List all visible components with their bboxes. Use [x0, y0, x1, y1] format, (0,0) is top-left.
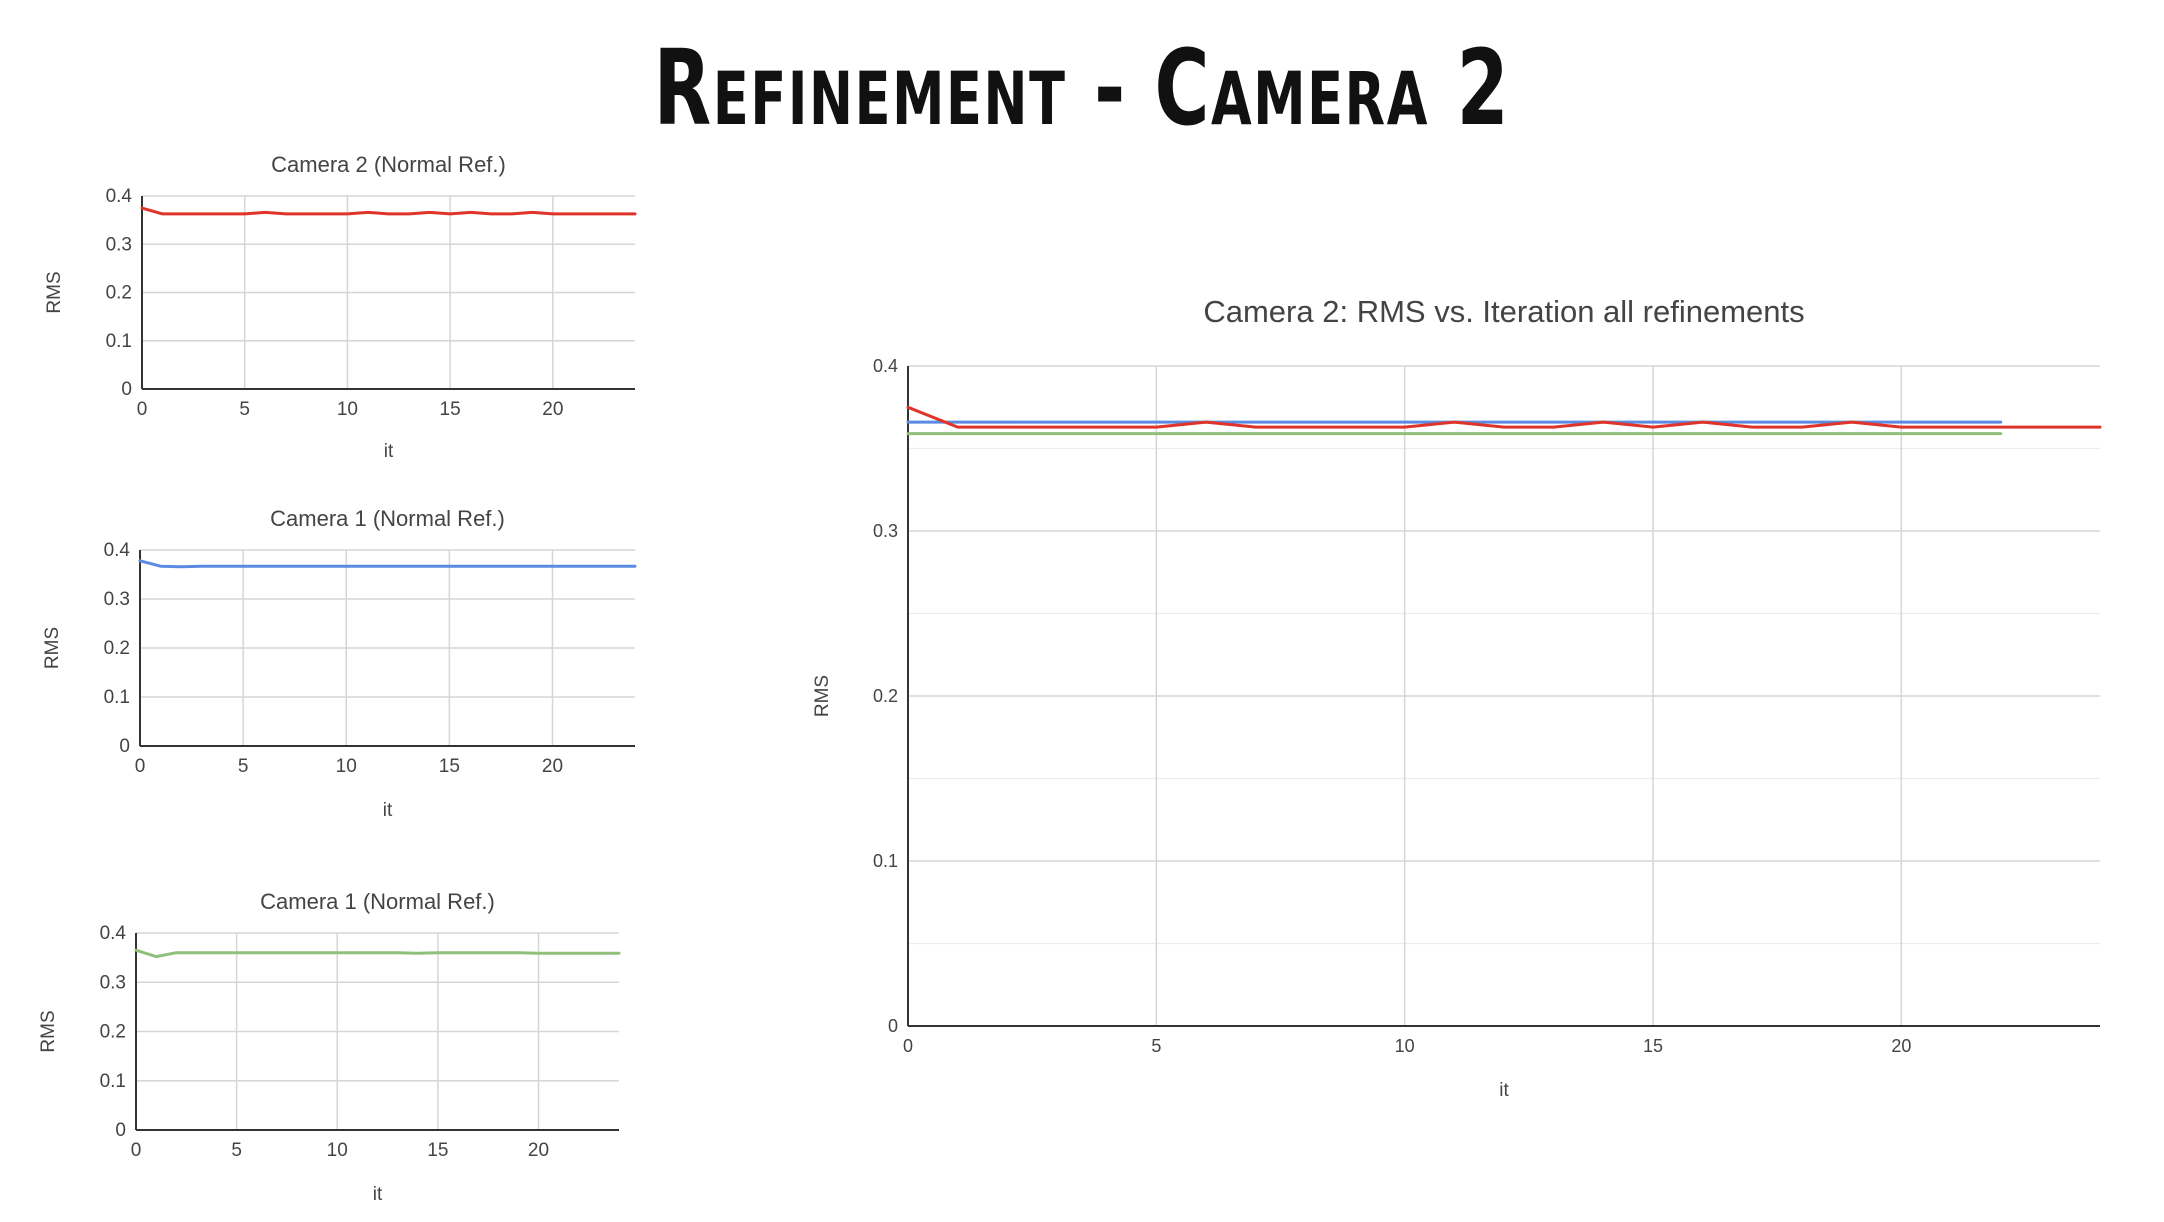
y-tick-label: 0.4 [100, 923, 127, 944]
x-tick-label: 0 [137, 399, 148, 420]
x-tick-label: 20 [542, 399, 563, 420]
x-tick-label: 10 [1395, 1036, 1415, 1056]
y-tick-label: 0.3 [873, 521, 898, 541]
chart-title: Camera 2: RMS vs. Iteration all refineme… [1203, 294, 1804, 329]
x-tick-label: 0 [903, 1036, 913, 1056]
x-tick-label: 15 [440, 399, 461, 420]
y-tick-label: 0 [888, 1016, 898, 1036]
y-tick-label: 0 [121, 379, 132, 400]
y-axis-title: RMS [44, 271, 65, 313]
series-line-0 [134, 948, 621, 959]
x-axis-title: it [384, 441, 394, 462]
y-tick-label: 0.3 [104, 589, 130, 610]
chart-title: Camera 1 (Normal Ref.) [260, 889, 495, 914]
series-line-2 [906, 405, 2102, 429]
y-tick-label: 0.3 [100, 972, 126, 993]
y-tick-label: 0.1 [100, 1071, 126, 1092]
x-tick-label: 0 [131, 1140, 142, 1161]
x-tick-label: 5 [231, 1140, 242, 1161]
y-tick-label: 0.4 [104, 540, 131, 561]
y-tick-label: 0.2 [104, 638, 130, 659]
x-tick-label: 0 [135, 756, 146, 777]
x-tick-label: 15 [1643, 1036, 1663, 1056]
series-line-0 [140, 206, 637, 216]
x-tick-label: 15 [427, 1140, 448, 1161]
x-tick-label: 5 [239, 399, 250, 420]
slide-title: Refinement - Camera 2 [653, 27, 1511, 149]
y-tick-label: 0 [119, 736, 130, 757]
chart-title: Camera 2 (Normal Ref.) [271, 152, 506, 177]
y-tick-label: 0.1 [106, 331, 132, 352]
y-axis-title: RMS [42, 627, 63, 669]
chart-camera1-normal-ref-green: Camera 1 (Normal Ref.) 0 0.1 0.2 0.3 0.4 0 5 10 1… [38, 889, 621, 1205]
y-axis-title: RMS [812, 675, 833, 717]
series-line-0 [138, 559, 637, 569]
x-tick-label: 5 [1151, 1036, 1161, 1056]
y-tick-label: 0.2 [100, 1022, 126, 1043]
chart-title: Camera 1 (Normal Ref.) [270, 506, 505, 531]
y-tick-label: 0.2 [873, 686, 898, 706]
x-tick-label: 10 [327, 1140, 348, 1161]
y-tick-label: 0.3 [106, 234, 132, 255]
y-tick-label: 0.4 [106, 186, 133, 207]
x-axis-title: it [373, 1184, 383, 1205]
y-tick-label: 0.2 [106, 283, 132, 304]
y-tick-label: 0.4 [873, 356, 898, 376]
y-tick-label: 0.1 [104, 687, 130, 708]
chart-camera1-normal-ref-blue: Camera 1 (Normal Ref.) 0 0.1 0.2 0.3 0.4 0 5 10 1… [42, 506, 637, 821]
x-tick-label: 15 [439, 756, 460, 777]
x-axis-title: it [383, 800, 393, 821]
y-tick-label: 0.1 [873, 851, 898, 871]
x-tick-label: 5 [238, 756, 249, 777]
x-tick-label: 10 [336, 756, 357, 777]
x-tick-label: 20 [542, 756, 563, 777]
y-tick-label: 0 [115, 1120, 126, 1141]
x-tick-label: 20 [528, 1140, 549, 1161]
x-tick-label: 10 [337, 399, 358, 420]
y-axis-title: RMS [38, 1010, 59, 1052]
x-axis-title: it [1499, 1080, 1509, 1101]
chart-camera2-normal-ref: Camera 2 (Normal Ref.) 0 0.1 0.2 0.3 0.4 0 5 10 1… [44, 152, 637, 462]
chart-camera2-all-refinements: Camera 2: RMS vs. Iteration all refineme… [812, 294, 2102, 1101]
x-tick-label: 20 [1891, 1036, 1911, 1056]
